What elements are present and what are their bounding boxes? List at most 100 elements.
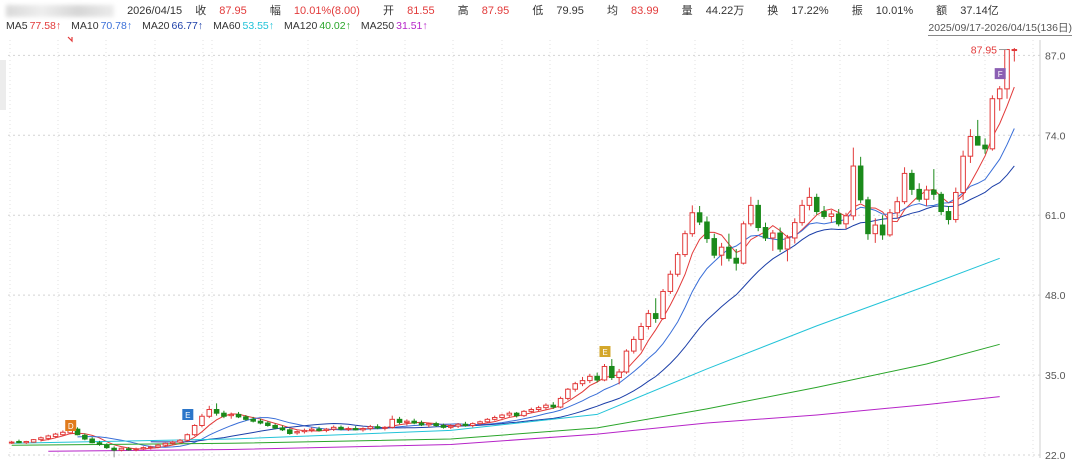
left-scroll-indicator: [0, 60, 6, 110]
ma-line-ma120: [11, 343, 1000, 446]
candle: [374, 426, 381, 429]
candle: [748, 204, 754, 225]
candle: [601, 365, 608, 381]
candle: [440, 424, 447, 428]
candle: [879, 224, 886, 236]
event-marker-letter: E: [185, 411, 190, 420]
quote-avg: 均 83.99: [606, 5, 659, 17]
candle: [338, 426, 344, 430]
candle: [199, 415, 205, 426]
y-tick-label: 22.0: [1045, 450, 1066, 460]
candle: [923, 189, 930, 200]
candle: [184, 434, 191, 441]
candle: [953, 191, 959, 221]
candle: [308, 428, 315, 431]
y-tick-label: 48.0: [1045, 290, 1066, 302]
candle: [689, 212, 696, 235]
candle: [835, 213, 842, 225]
candle: [704, 221, 710, 240]
candle: [872, 224, 879, 235]
candle: [367, 426, 374, 430]
candle: [638, 326, 644, 340]
candle: [140, 447, 147, 450]
candle: [426, 423, 432, 426]
candle: [169, 441, 176, 444]
candle: [462, 423, 469, 426]
candle: [777, 232, 783, 250]
candle: [667, 273, 674, 292]
quote-volume: 量 44.22万: [681, 5, 745, 17]
candle: [960, 155, 966, 193]
y-tick-label: 74.0: [1045, 130, 1066, 142]
candle: [579, 380, 586, 385]
candle: [718, 246, 725, 256]
candle: [513, 412, 520, 417]
stock-name-blurred: [6, 5, 114, 18]
ma-legend-value-ma5: 77.58↑: [29, 20, 62, 32]
candle: [792, 222, 798, 239]
candle: [616, 371, 622, 379]
candle: [887, 212, 893, 236]
ma-line-ma60: [11, 257, 1000, 444]
ma-legend: MA5 77.58↑ MA10 70.78↑ MA20 66.77↑ MA60 53.55↑ M…: [6, 20, 438, 32]
candle: [191, 424, 198, 436]
candle: [506, 412, 513, 416]
candle: [316, 428, 322, 431]
candle: [521, 410, 527, 417]
candle: [111, 447, 117, 451]
candle: [433, 423, 439, 426]
candle: [857, 165, 864, 201]
candle: [294, 431, 300, 434]
candle: [484, 418, 491, 423]
quote-date: 2026/04/15: [127, 5, 183, 17]
candle: [23, 440, 30, 444]
candle: [330, 426, 337, 430]
event-marker-d: [65, 420, 77, 431]
candle: [455, 423, 461, 427]
candle: [60, 431, 66, 436]
candle: [989, 98, 996, 150]
y-tick-label: 61.0: [1045, 210, 1066, 222]
candle: [235, 413, 242, 418]
candle: [821, 211, 827, 217]
date-range-label[interactable]: 2025/09/17-2026/04/15(136日): [928, 22, 1072, 36]
ma-legend-value-ma250: 31.51↑: [396, 20, 428, 32]
candle: [96, 442, 103, 446]
candle: [623, 350, 630, 373]
ma-legend-value-ma60: 53.55↑: [242, 20, 275, 32]
candle: [828, 213, 835, 217]
candle: [974, 136, 981, 146]
candle: [345, 428, 352, 431]
candle: [762, 227, 769, 239]
quote-amplitude: 振 10.01%: [851, 5, 914, 17]
ma-line-ma250: [48, 396, 1000, 452]
candle: [682, 233, 688, 256]
candle: [565, 388, 571, 399]
candle: [652, 313, 659, 320]
candle: [770, 232, 776, 239]
candle: [162, 442, 169, 446]
candle: [287, 429, 293, 434]
candle: [477, 421, 483, 425]
candle: [221, 412, 227, 417]
candle: [250, 418, 256, 422]
candle: [360, 428, 366, 431]
candle: [265, 422, 271, 426]
candle: [74, 428, 81, 436]
candle: [272, 424, 278, 429]
event-marker-letter: D: [68, 422, 74, 431]
candle: [843, 215, 849, 225]
event-marker-f: [994, 68, 1006, 80]
candle: [228, 413, 234, 417]
quote-amount: 额 37.14亿: [936, 5, 999, 17]
candle: [382, 426, 388, 429]
candle: [418, 422, 425, 426]
candle: [813, 196, 820, 213]
candle: [38, 437, 44, 441]
candle: [45, 435, 52, 439]
candle: [411, 420, 417, 424]
event-marker-letter: F: [998, 70, 1003, 79]
candle: [726, 246, 732, 259]
